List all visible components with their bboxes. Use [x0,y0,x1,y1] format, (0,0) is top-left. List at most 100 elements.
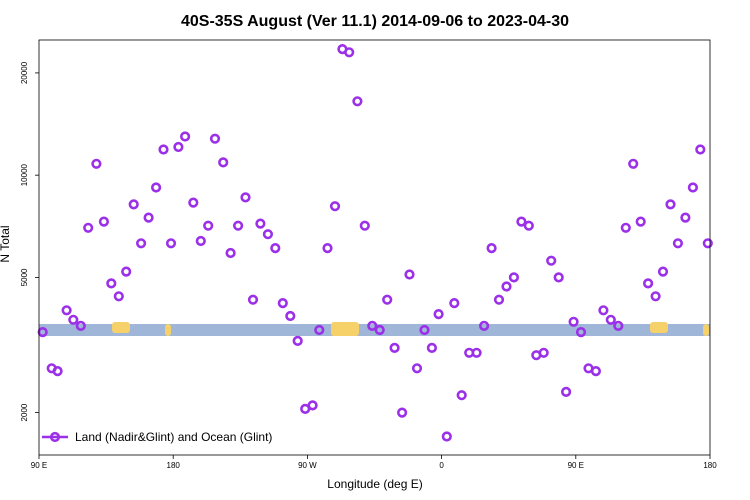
data-point [657,266,669,277]
y-tick-label: 2000 [20,403,29,421]
x-tick-label: 90 W [298,461,317,470]
data-point [173,141,184,153]
x-tick-label: 180 [167,461,181,470]
y-tick-label: 5000 [20,268,29,286]
data-point [605,314,616,325]
data-point [322,243,333,254]
land-blobs [112,322,709,336]
y-tick-label: 10000 [20,163,29,186]
data-point [523,220,534,231]
data-point [359,220,370,231]
land-blob [331,322,359,336]
data-point [143,212,154,223]
x-axis: 90 E 180 90 W 0 90 E 180 [31,455,717,470]
x-tick-label: 90 E [568,461,584,470]
data-point [620,222,631,233]
data-point [136,238,147,249]
data-point [195,235,206,247]
data-point [613,320,624,332]
data-point [344,47,355,58]
data-point [456,390,467,401]
data-point [650,291,661,302]
data-point [635,216,646,227]
data-point [52,366,63,377]
data-point [83,222,94,233]
data-point [680,212,691,223]
data-point [546,255,557,266]
data-point [240,192,251,203]
data-point [233,220,244,231]
data-point [508,272,520,283]
plot-area [37,39,713,456]
data-point [352,96,363,107]
land-blob [703,324,709,336]
data-point [411,363,423,374]
data-point [441,431,452,442]
data-point [247,294,259,305]
chart-title: 40S-35S August (Ver 11.1) 2014-09-06 to … [181,13,569,30]
data-point [292,335,303,347]
data-point [568,316,579,327]
data-point [367,320,378,332]
data-point [695,144,706,155]
land-blob [650,322,668,333]
data-point [113,291,124,302]
x-tick-label: 0 [439,461,444,470]
data-point [426,342,438,354]
data-point [277,298,288,309]
data-point [225,247,236,259]
data-point [165,238,177,249]
land-blob [165,324,171,336]
data-point [575,327,587,338]
x-tick-label: 90 E [31,461,47,470]
data-point [262,229,274,240]
data-point [121,266,132,277]
data-points [37,43,713,442]
data-point [61,305,72,316]
legend-label: Land (Nadir&Glint) and Ocean (Glint) [75,430,272,444]
data-point [98,216,109,227]
data-point [255,218,266,229]
data-point [702,238,713,249]
data-point [433,309,444,320]
data-point [687,182,699,193]
data-point [419,324,430,336]
legend: Land (Nadir&Glint) and Ocean (Glint) [42,430,272,444]
y-axis: 2000 5000 10000 20000 [20,61,39,421]
data-point [449,298,460,309]
y-tick-label: 20000 [20,61,29,84]
plot-frame [38,39,711,456]
data-point [538,347,549,358]
data-point [128,199,139,210]
data-point [560,386,572,398]
data-point [307,400,318,411]
data-point [389,342,400,354]
legend-marker [49,431,61,443]
data-point [285,310,296,322]
data-point [188,197,199,208]
data-point [486,243,497,254]
data-point [374,324,385,336]
data-point [106,278,117,289]
data-point [404,269,415,280]
data-point [270,243,281,254]
data-point [553,272,564,283]
data-point [516,216,527,227]
data-point [382,294,393,305]
data-point [218,157,229,168]
data-point [642,278,654,289]
data-point [479,320,490,332]
y-axis-label: N Total [0,225,12,262]
data-point [91,158,102,169]
data-point [68,314,79,325]
data-point [672,238,684,249]
data-point [590,366,602,377]
data-point [329,201,341,212]
x-tick-label: 180 [703,461,717,470]
data-point [151,182,162,193]
data-point [158,144,169,155]
data-point [180,131,191,142]
data-point [598,305,609,316]
data-point [493,294,505,305]
